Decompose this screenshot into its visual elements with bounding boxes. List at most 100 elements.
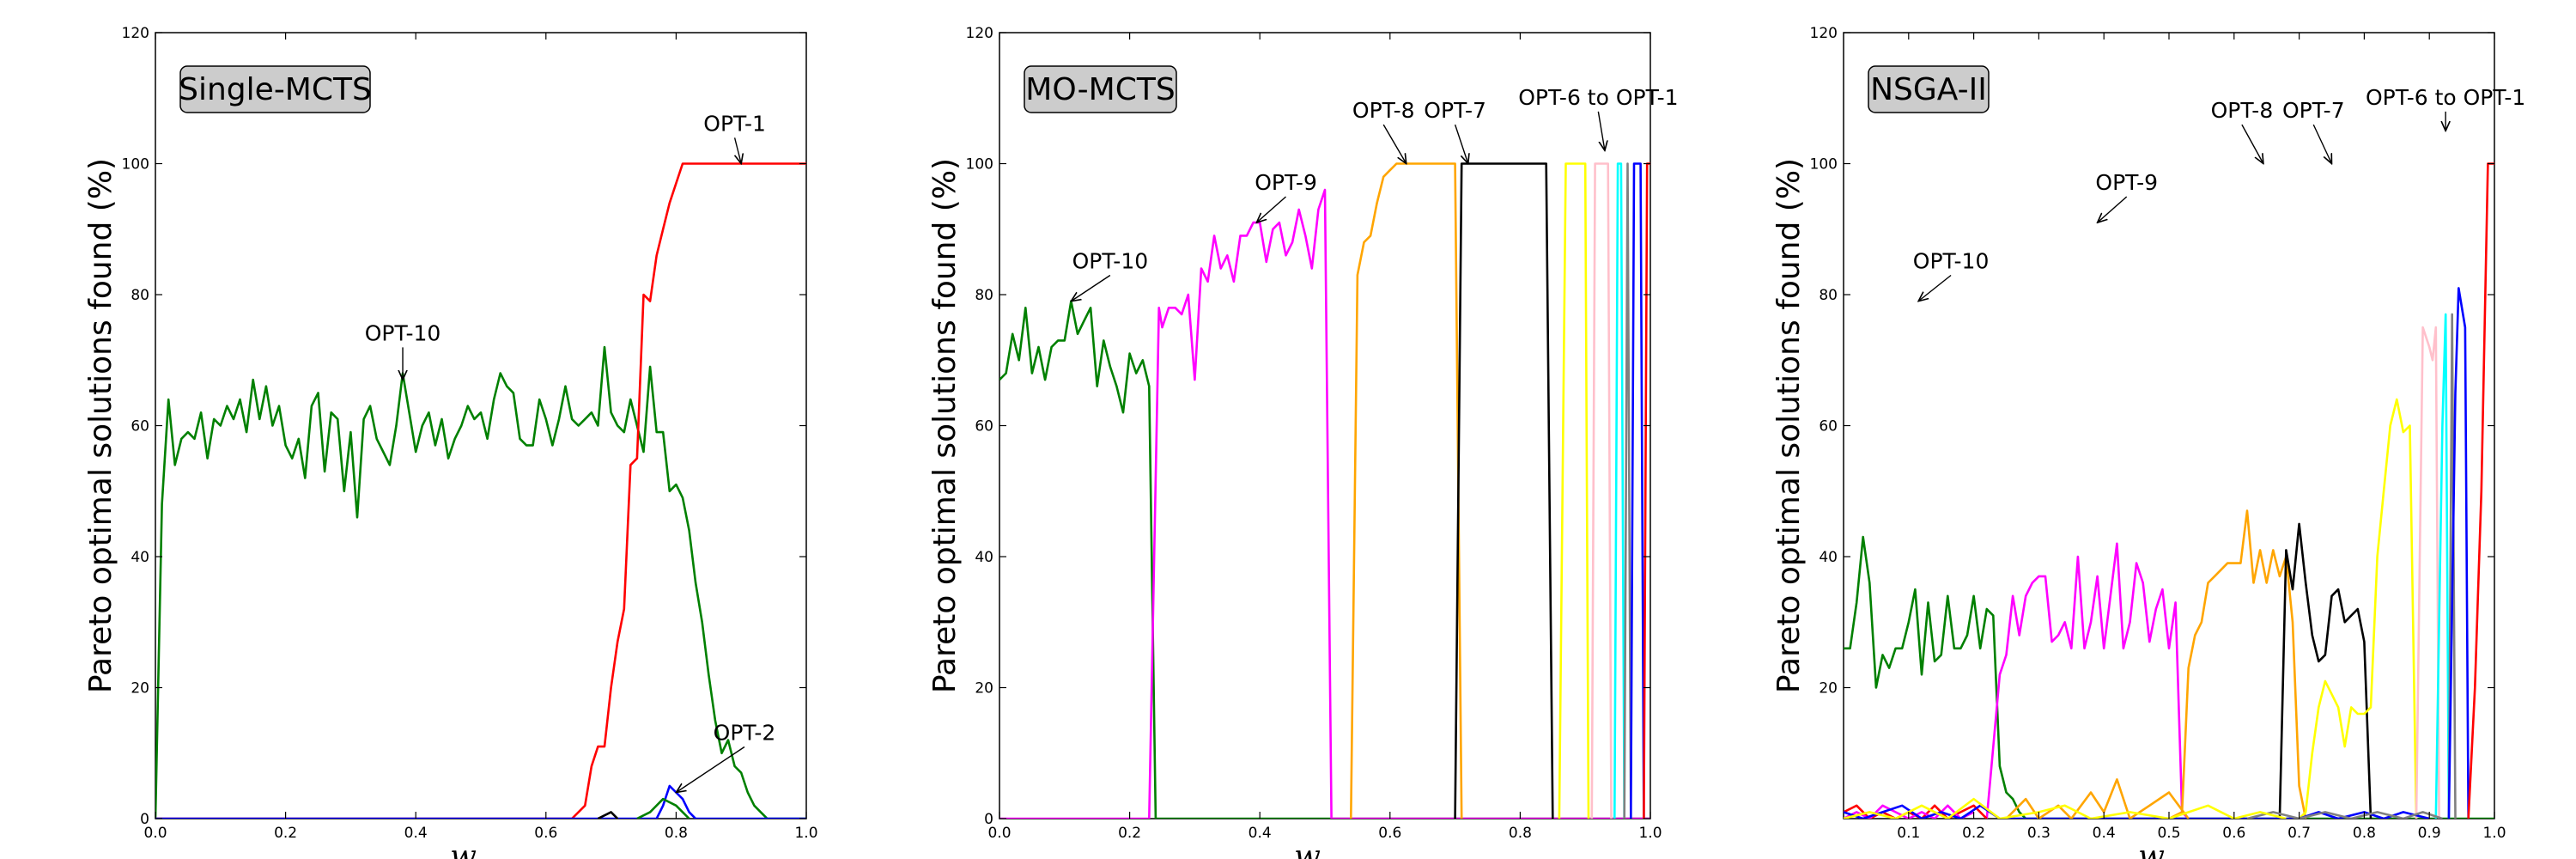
series-line-5 — [597, 811, 619, 819]
x-tick-label: 1.0 — [2482, 825, 2506, 842]
series-line-8 — [2447, 313, 2457, 819]
y-axis-label: Pareto optimal solutions found (%) — [83, 158, 118, 693]
x-tick-label: 0.5 — [2157, 825, 2180, 842]
annotation-label: OPT-6 to OPT-1 — [2366, 85, 2525, 110]
annotation-label: OPT-9 — [2095, 170, 2158, 195]
annotation-label: OPT-1 — [703, 111, 766, 136]
annotation-arrow — [2241, 124, 2263, 163]
series-line-14 — [2246, 811, 2443, 819]
y-tick-label: 100 — [966, 156, 993, 174]
x-tick-label: 0.2 — [1118, 825, 1141, 842]
x-tick-label: 0.1 — [1897, 825, 1920, 842]
series-line-2 — [999, 188, 1650, 819]
x-axis-label-subscript: m — [477, 857, 495, 859]
y-tick-label: 60 — [131, 418, 149, 436]
x-axis-label: wm — [1294, 839, 1339, 859]
annotation-label: OPT-7 — [1424, 98, 1486, 123]
series-line-1 — [155, 345, 806, 819]
annotation-label: OPT-10 — [1913, 249, 1990, 274]
series-line-9 — [1630, 162, 1645, 819]
annotation-label: OPT-9 — [1255, 170, 1317, 195]
x-tick-label: 0.4 — [2093, 825, 2116, 842]
annotation-arrow — [2098, 196, 2128, 222]
x-tick-label: 0.8 — [2353, 825, 2376, 842]
series-line-4 — [1454, 162, 1554, 819]
series-line-1 — [999, 300, 1650, 819]
y-tick-label: 120 — [1810, 25, 1838, 42]
x-tick-label: 0.2 — [1962, 825, 1985, 842]
annotation-arrow — [1256, 196, 1286, 222]
series-line-12 — [1844, 804, 1975, 819]
title-box — [1868, 65, 1990, 113]
x-axis-label-subscript: m — [1321, 857, 1339, 859]
chart-panel-1: 0.0 0.2 0.4 0.6 0.8 1.0 0 20 40 60 80 100 120 Pareto … — [83, 25, 818, 859]
chart-title: MO-MCTS — [1025, 72, 1175, 107]
series-line-4 — [636, 797, 690, 819]
annotation-arrow — [1071, 274, 1111, 302]
annotation-label: OPT-8 — [1352, 98, 1415, 123]
series-line-3 — [2168, 509, 2307, 819]
plot-area — [1843, 32, 2495, 819]
x-tick-label: 1.0 — [794, 825, 817, 842]
x-tick-label: 0.0 — [143, 825, 167, 842]
series-line-3 — [1350, 162, 1463, 819]
x-tick-label: 0.6 — [534, 825, 557, 842]
plot-area — [155, 32, 807, 819]
y-tick-label: 80 — [975, 287, 993, 304]
annotation-arrow — [1918, 274, 1952, 302]
chart-title: NSGA-II — [1870, 72, 1987, 107]
x-tick-label: 0.8 — [1509, 825, 1532, 842]
annotation-label: OPT-2 — [714, 721, 776, 746]
annotation-arrow — [2312, 124, 2331, 163]
annotation-arrow — [676, 746, 745, 793]
y-tick-label: 80 — [131, 287, 149, 304]
y-tick-label: 60 — [1819, 418, 1838, 436]
series-line-5 — [2298, 398, 2418, 819]
y-tick-label: 120 — [966, 25, 993, 42]
chart-title: Single-MCTS — [179, 72, 372, 107]
series-line-1 — [1844, 535, 2494, 819]
chart-panel-2: 0.0 0.2 0.4 0.6 0.8 1.0 0 20 40 60 80 100 120 Pareto … — [927, 25, 1679, 859]
series-line-9 — [2447, 287, 2470, 819]
x-tick-label: 0.3 — [2027, 825, 2050, 842]
annotation-arrow — [1454, 124, 1468, 163]
y-tick-label: 80 — [1819, 287, 1838, 304]
series-line-7 — [1613, 162, 1625, 819]
annotation-label: OPT-8 — [2211, 98, 2274, 123]
plot-area — [999, 32, 1651, 819]
y-tick-label: 60 — [975, 418, 993, 436]
x-tick-label: 0.6 — [2222, 825, 2245, 842]
title-box — [1024, 65, 1177, 113]
x-tick-label: 1.0 — [1638, 825, 1662, 842]
x-tick-label: 0.8 — [665, 825, 688, 842]
series-line-15 — [2005, 777, 2190, 819]
series-line-2 — [1985, 542, 2190, 819]
annotation-label: OPT-7 — [2282, 98, 2345, 123]
x-tick-label: 0.0 — [987, 825, 1011, 842]
x-axis-label: wm — [2138, 839, 2183, 859]
series-line-5 — [1558, 162, 1590, 819]
series-line-8 — [1623, 162, 1632, 819]
y-tick-label: 40 — [1819, 549, 1838, 566]
y-tick-label: 20 — [975, 680, 993, 698]
y-tick-label: 0 — [984, 811, 993, 828]
x-tick-label: 0.7 — [2287, 825, 2311, 842]
y-tick-label: 100 — [1810, 156, 1838, 174]
x-axis-label-subscript: m — [2165, 857, 2183, 859]
series-line-4 — [2278, 522, 2372, 819]
series-group — [999, 162, 1650, 819]
y-tick-label: 20 — [1819, 680, 1838, 698]
y-tick-label: 40 — [975, 549, 993, 566]
series-line-7 — [2434, 313, 2451, 819]
y-tick-label: 100 — [122, 156, 149, 174]
annotation-arrow — [1597, 111, 1605, 150]
annotation-label: OPT-10 — [1072, 249, 1149, 274]
annotation-arrow — [1382, 124, 1406, 163]
x-tick-label: 0.2 — [274, 825, 297, 842]
x-tick-label: 0.6 — [1378, 825, 1401, 842]
annotation-label: OPT-6 to OPT-1 — [1518, 85, 1678, 110]
y-axis-label: Pareto optimal solutions found (%) — [1771, 158, 1807, 693]
x-axis-label: wm — [450, 839, 495, 859]
chart-panel-3: 0.1 0.2 0.3 0.4 0.5 0.6 0.7 0.8 0.9 1.0 20 40 60 80 10… — [1771, 25, 2525, 859]
